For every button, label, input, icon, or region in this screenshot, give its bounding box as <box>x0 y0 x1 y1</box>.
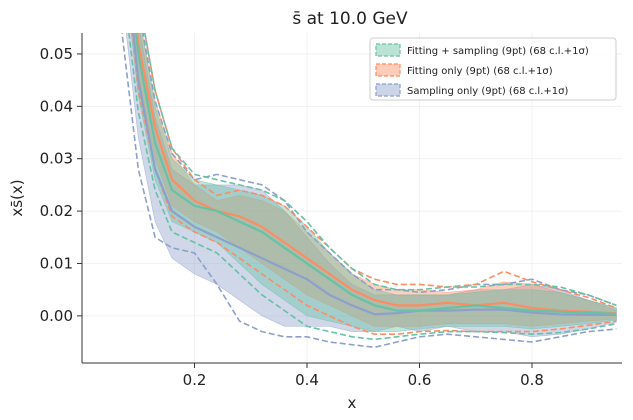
lower-bound-fitting-sampling <box>128 33 617 341</box>
y-tick-label-2: 0.02 <box>40 202 73 220</box>
upper-bound-sampling-only <box>142 33 617 307</box>
legend-frame <box>369 37 617 101</box>
legend-label-fitting-sampling: Fitting + sampling (9pt) (68 c.l.+1σ) <box>407 46 589 57</box>
ticks: 0.2 0.4 0.6 0.8 0.00 0.01 0.02 0.03 0.04 0.05 <box>40 45 544 389</box>
x-tick-label-0: 0.2 <box>183 371 207 389</box>
upper-bound-fitting-sampling <box>144 33 617 307</box>
legend: Fitting + sampling (9pt) (68 c.l.+1σ) Fit… <box>369 37 617 101</box>
lower-bound-fitting-only <box>131 33 617 335</box>
central-line-fitting-sampling <box>134 33 617 315</box>
legend-swatch-sampling-only <box>375 83 401 97</box>
legend-swatch-fitting-sampling <box>375 43 401 57</box>
central-line-fitting-only <box>136 33 617 315</box>
y-tick-label-4: 0.04 <box>40 97 73 115</box>
lower-bound-sampling-only <box>121 33 617 349</box>
y-tick-label-1: 0.01 <box>40 254 73 272</box>
band-sampling-only <box>125 33 617 338</box>
y-tick-label-5: 0.05 <box>40 45 73 63</box>
x-tick-label-2: 0.6 <box>408 371 432 389</box>
central-line-sampling-only <box>132 33 617 316</box>
x-axis-title: x <box>348 394 357 412</box>
y-tick-label-3: 0.03 <box>40 150 73 168</box>
chart-title: s̄ at 10.0 GeV <box>292 9 408 29</box>
y-tick-label-0: 0.00 <box>40 307 73 325</box>
legend-label-fitting-only: Fitting only (9pt) (68 c.l.+1σ) <box>407 66 553 77</box>
y-axis-title: xs̄(x) <box>8 179 26 216</box>
legend-label-sampling-only: Sampling only (9pt) (68 c.l.+1σ) <box>407 86 568 97</box>
legend-swatch-fitting-only <box>375 63 401 77</box>
x-tick-label-3: 0.8 <box>520 371 544 389</box>
plot-area <box>82 33 622 363</box>
x-tick-label-1: 0.4 <box>295 371 319 389</box>
